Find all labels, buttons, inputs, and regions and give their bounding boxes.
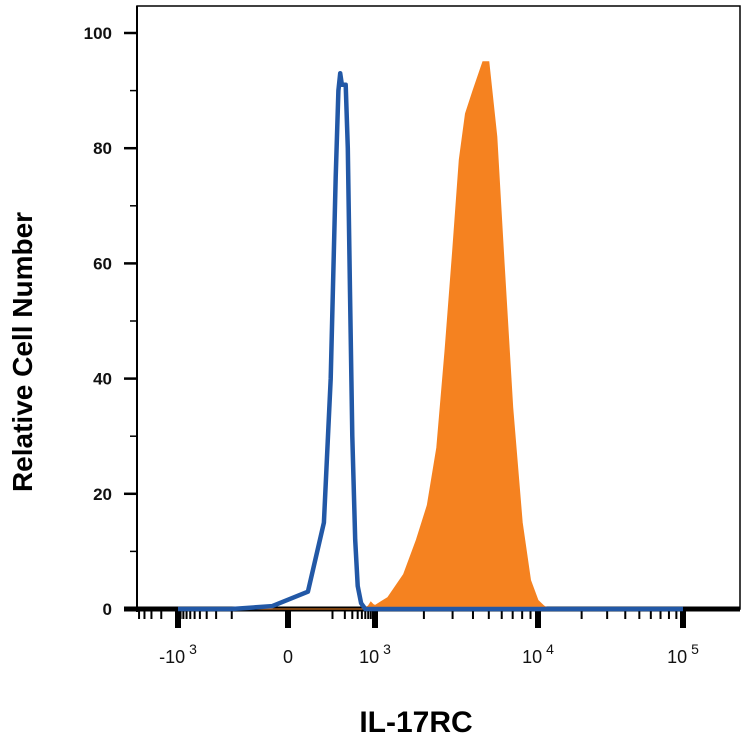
- y-tick-label: 80: [93, 139, 112, 158]
- y-tick-label: 100: [84, 24, 112, 43]
- y-tick-label: 40: [93, 370, 112, 389]
- y-tick-label: 0: [103, 600, 112, 619]
- series-outline-histogram: [178, 71, 683, 612]
- series-filled-histogram: [178, 61, 683, 610]
- x-major-tick: [535, 609, 541, 628]
- series-group: [178, 61, 683, 612]
- x-tick-label: -10 3: [159, 641, 197, 667]
- x-axis-ticks: -10 3 0 10 3 10 4 10 5: [138, 609, 699, 667]
- x-axis-title: IL-17RC: [359, 706, 472, 739]
- x-tick-label: 10 4: [522, 641, 554, 667]
- y-axis-title: Relative Cell Number: [7, 212, 38, 492]
- x-major-tick: [175, 609, 181, 628]
- y-tick-label: 60: [93, 254, 112, 273]
- x-tick-label: 10 3: [359, 641, 391, 667]
- x-tick-label: 10 5: [667, 641, 699, 667]
- x-major-tick: [285, 609, 291, 628]
- y-tick-label: 20: [93, 485, 112, 504]
- y-axis-ticks: 0 20 40 60 80 100: [84, 24, 137, 619]
- x-major-tick: [372, 609, 378, 628]
- x-tick-label: 0: [283, 647, 293, 667]
- x-major-tick: [680, 609, 686, 628]
